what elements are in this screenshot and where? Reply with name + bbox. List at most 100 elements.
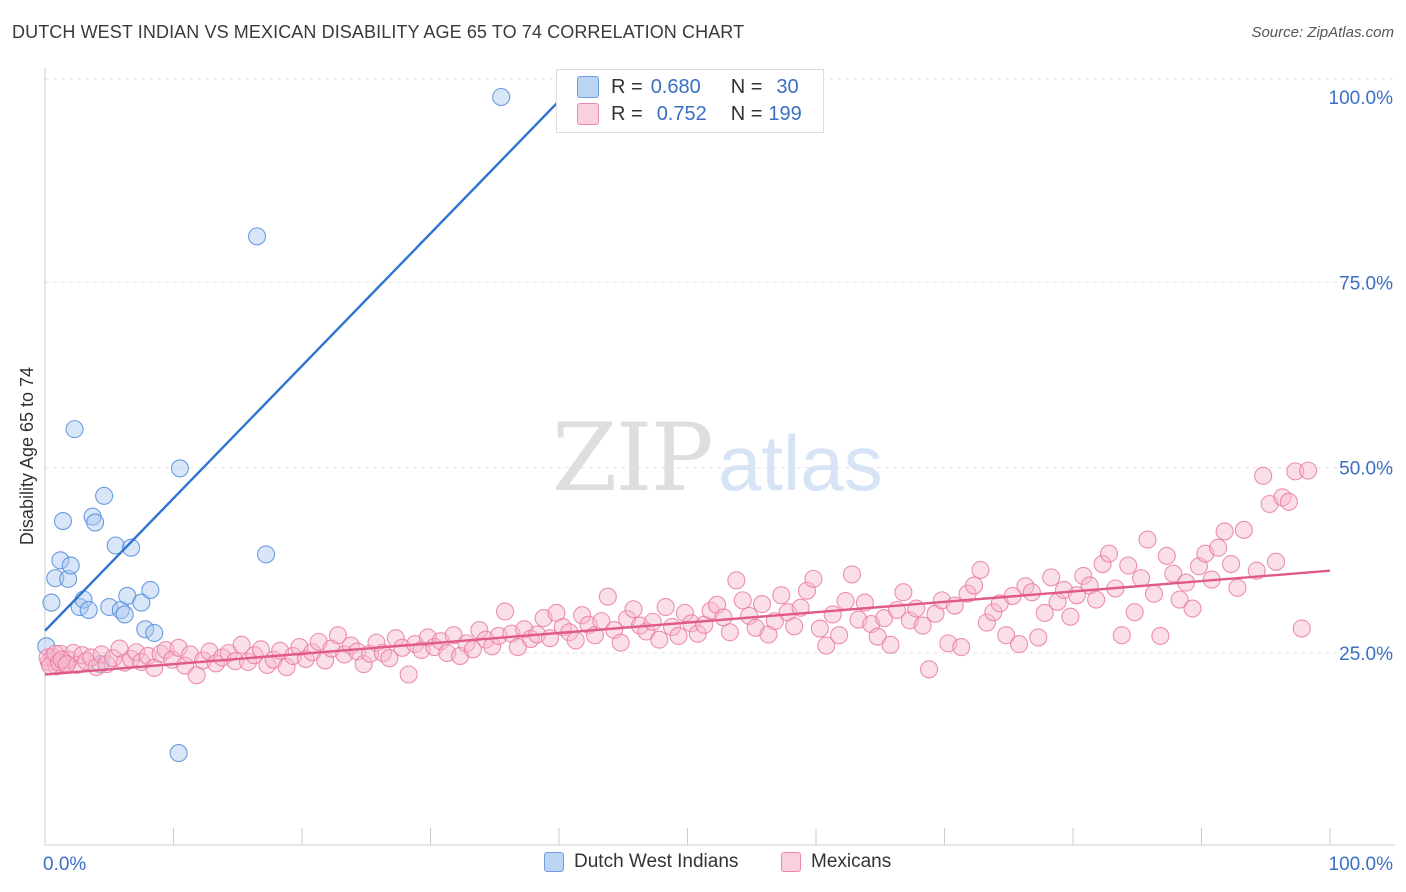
point-mexicans [50, 653, 69, 672]
point-mexicans [1061, 607, 1080, 626]
point-mexicans [169, 638, 188, 657]
point-mexicans [611, 633, 630, 652]
legend-n-label: N = [730, 75, 763, 98]
point-mexicans [1119, 556, 1138, 575]
legend-r-label: R = [611, 75, 643, 98]
point-dutch-west-indians [59, 569, 78, 588]
point-mexicans [127, 643, 146, 662]
point-mexicans [1042, 568, 1061, 587]
point-mexicans [971, 560, 990, 580]
point-dutch-west-indians [42, 593, 61, 612]
point-mexicans [57, 655, 76, 674]
point-mexicans [804, 569, 823, 588]
point-mexicans [952, 638, 971, 657]
point-mexicans [1228, 578, 1247, 597]
series-swatch-blue [544, 852, 564, 872]
point-mexicans [830, 626, 849, 645]
point-mexicans [1222, 554, 1241, 574]
point-mexicans [1279, 492, 1298, 511]
point-mexicans [1286, 462, 1305, 481]
point-mexicans [810, 619, 829, 638]
point-dutch-west-indians [247, 227, 267, 246]
point-mexicans [1087, 590, 1106, 609]
point-dutch-west-indians [136, 620, 155, 639]
point-mexicans [1029, 628, 1048, 647]
legend-n-label: N = [730, 102, 763, 125]
point-dutch-west-indians [122, 538, 141, 557]
chart-source: Source: ZipAtlas.com [1251, 24, 1394, 41]
point-dutch-west-indians [256, 545, 276, 564]
legend-n-value: 30 [776, 75, 799, 98]
trend-line-dutch-west-indians [44, 96, 564, 632]
point-mexicans [688, 624, 707, 643]
legend-n-value: 199 [768, 102, 802, 125]
point-dutch-west-indians [65, 420, 84, 439]
tick-labels: 25.0% 50.0% 75.0% 100.0% 0.0% 100.0% Disabilit… [17, 88, 1393, 875]
point-mexicans [1151, 626, 1170, 645]
point-mexicans [720, 623, 739, 642]
correlation-legend: R = 0.680 N = 30 R = 0.752 N = 199 [556, 69, 824, 133]
point-dutch-west-indians [61, 556, 80, 575]
point-mexicans [752, 595, 772, 614]
point-mexicans [842, 565, 862, 584]
legend-row-mexicans: R = 0.752 N = 199 [577, 101, 802, 127]
point-mexicans [727, 571, 746, 590]
point-mexicans [875, 609, 894, 628]
point-mexicans [82, 648, 101, 667]
y-tick-label: 25.0% [1339, 644, 1393, 665]
point-mexicans [176, 656, 195, 675]
watermark-zip: ZIP [552, 404, 712, 513]
point-mexicans [1009, 635, 1029, 654]
point-mexicans [1074, 566, 1093, 585]
point-mexicans [1183, 599, 1202, 618]
y-axis-label: Disability Age 65 to 74 [17, 367, 37, 545]
point-mexicans [894, 583, 913, 602]
point-dutch-west-indians [145, 623, 164, 643]
point-mexicans [797, 581, 817, 600]
point-mexicans [868, 627, 887, 646]
point-mexicans [399, 665, 418, 684]
point-mexicans [1132, 569, 1151, 588]
point-mexicans [913, 616, 932, 635]
point-mexicans [624, 600, 643, 619]
point-mexicans [1112, 626, 1131, 645]
point-mexicans [1247, 561, 1266, 580]
legend-r-value: 0.680 [650, 75, 701, 98]
point-mexicans [984, 603, 1003, 622]
y-tick-label: 100.0% [1329, 88, 1394, 109]
watermark-atlas: atlas [718, 419, 883, 507]
point-mexicans [1144, 584, 1164, 603]
point-mexicans [1234, 520, 1253, 539]
point-mexicans [495, 602, 515, 621]
point-mexicans [508, 638, 527, 657]
legend-swatch-pink [577, 103, 599, 125]
point-mexicans [650, 630, 669, 649]
point-dutch-west-indians [46, 569, 65, 588]
point-dutch-west-indians [141, 580, 160, 600]
legend-swatch-blue [577, 76, 599, 98]
point-dutch-west-indians [492, 87, 511, 107]
point-mexicans [1215, 522, 1234, 541]
point-mexicans [104, 649, 123, 668]
point-mexicans [1266, 552, 1286, 571]
point-dutch-west-indians [106, 536, 125, 555]
axes [44, 68, 1395, 846]
point-mexicans [643, 612, 662, 631]
point-mexicans [997, 626, 1016, 645]
point-dutch-west-indians [86, 513, 105, 532]
point-dutch-west-indians [95, 486, 114, 505]
point-dutch-west-indians [132, 593, 151, 612]
series-legend-label: Dutch West Indians [574, 851, 739, 872]
point-mexicans [232, 635, 251, 654]
point-mexicans [823, 605, 842, 624]
point-mexicans [1254, 466, 1273, 485]
point-mexicans [1157, 546, 1176, 565]
point-mexicans [1099, 544, 1119, 563]
point-mexicans [1138, 530, 1157, 549]
legend-r-label: R = [611, 102, 643, 125]
point-mexicans [380, 649, 399, 668]
point-mexicans [733, 591, 752, 610]
point-dutch-west-indians [169, 744, 188, 763]
series-swatch-pink [781, 852, 801, 872]
